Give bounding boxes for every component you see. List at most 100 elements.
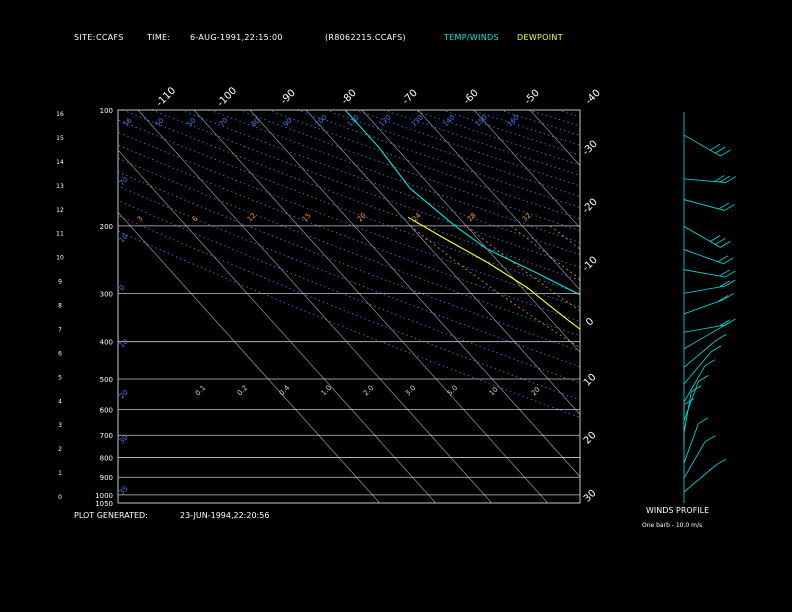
wind-barb-flag (698, 417, 709, 425)
wind-barb-shaft (683, 134, 721, 157)
time-value: 6-AUG-1991,22:15:00 (190, 33, 283, 42)
mixing-ratio-line (510, 225, 580, 280)
dry-adiabat-line (118, 200, 580, 384)
wind-barb (683, 359, 716, 403)
wind-barb-flag (724, 204, 735, 211)
site-value: CCAFS (96, 33, 124, 42)
isotherm-line (417, 110, 580, 291)
adiabat-label: 56 (122, 116, 134, 128)
wind-barb-flag (723, 293, 734, 300)
height-tick-label: 13 (56, 183, 64, 190)
legend-temp-winds: TEMP/WINDS (444, 33, 499, 42)
height-tick-label: 6 (58, 350, 62, 357)
dry-adiabat-line (528, 110, 580, 127)
mixing-ratio-label: 20 (356, 211, 368, 223)
mixing-ratio-label: 6 (191, 214, 200, 223)
site-label: SITE: (74, 33, 96, 42)
pressure-tick-label: 600 (100, 406, 113, 414)
wind-barb (683, 385, 702, 434)
adiabat-label: 10 (118, 232, 130, 244)
wind-barb-flag (723, 257, 734, 265)
mixing-ratio-label: 12 (246, 211, 258, 223)
winds-profile (683, 112, 737, 503)
dry-adiabat-line (354, 110, 580, 187)
pressure-tick-label: 100 (100, 107, 113, 115)
wind-barb (683, 279, 736, 294)
adiabat-label: 160 (506, 113, 521, 128)
mixing-ratio-label: 2.0 (362, 384, 376, 398)
wind-barb-shaft (683, 423, 699, 464)
pressure-tick-label: 200 (100, 223, 113, 231)
adiabat-label: 70 (218, 116, 230, 128)
height-tick-label: 14 (56, 159, 64, 166)
wind-barb-flag (715, 458, 727, 466)
wind-barb-shaft (683, 269, 726, 278)
wind-barb-flag (704, 359, 716, 367)
plot-generated-value: 23-JUN-1994,22:20:56 (180, 511, 270, 520)
dry-adiabat-line (122, 110, 580, 281)
wind-barb-shaft (683, 365, 706, 403)
dry-adiabat-line (470, 110, 580, 146)
height-tick-label: 3 (58, 422, 62, 429)
dry-adiabat-line (587, 110, 792, 503)
top-isotherm-label: -100 (215, 85, 239, 109)
isotherm-line (586, 110, 792, 503)
wind-barb (683, 435, 716, 479)
isotherm-line (361, 110, 580, 353)
adiabat-label: 10 (118, 337, 130, 349)
mixing-ratio-label: 28 (466, 211, 478, 223)
wind-barb (683, 458, 727, 493)
mixing-ratio-label: 3 (136, 215, 145, 224)
adiabat-label: 100 (314, 113, 329, 128)
height-tick-label: 2 (58, 446, 62, 453)
plot-frame (117, 109, 581, 504)
wind-barb (683, 226, 731, 248)
wind-barb-flag (683, 398, 695, 406)
temperature-line (344, 110, 580, 296)
isotherm-line (754, 110, 792, 503)
right-isotherm-label: -20 (581, 197, 600, 216)
right-isotherm-label: -30 (581, 139, 600, 158)
adiabat-labels: 56 50 50 70 80 90 100 110 120 130 140 150 1607010010… (118, 113, 521, 496)
height-tick-label: 1 (58, 470, 62, 477)
top-isotherm-label: -90 (279, 88, 298, 107)
top-isotherm-label: -50 (523, 88, 542, 107)
adiabat-label: 50 (186, 116, 198, 128)
isobar-lines (118, 109, 580, 504)
wind-barb-flag (718, 202, 730, 210)
time-label: TIME: (147, 33, 171, 42)
adiabat-label: 110 (346, 113, 361, 128)
dry-adiabat-line (151, 110, 580, 268)
wind-barb-shaft (683, 199, 725, 211)
right-isotherm-label: 20 (582, 430, 599, 447)
mixing-ratio-line (466, 225, 580, 312)
mixing-ratio-line (657, 226, 792, 503)
wind-barb-flag (715, 146, 726, 154)
isotherm-line (118, 211, 380, 503)
wind-barb-flag (720, 241, 731, 248)
wind-barb-flag (725, 270, 736, 278)
dry-adiabat-line (118, 131, 580, 308)
wind-barb-shaft (683, 285, 726, 294)
sounding-series (344, 110, 580, 330)
wind-barb-flag (698, 375, 709, 382)
wind-barb-flag (719, 319, 730, 327)
height-tick-label: 4 (58, 398, 62, 405)
top-isotherm-label: -110 (154, 85, 178, 109)
wind-barb (683, 134, 731, 157)
mixing-ratio-label: 20 (530, 385, 542, 397)
wind-barb (683, 334, 727, 368)
dry-adiabat-line (180, 110, 580, 256)
file-id: (R8062215.CCAFS) (325, 33, 406, 42)
pressure-tick-label: 900 (100, 474, 113, 482)
pressure-tick-label: 300 (100, 291, 113, 299)
dry-adiabat-line (118, 144, 580, 322)
wind-barb-shaft (683, 324, 726, 333)
height-tick-label: 0 (58, 494, 62, 501)
wind-barb-flag (715, 334, 727, 341)
wind-barb-shaft (683, 327, 721, 350)
mixing-ratio-label: 32 (521, 211, 533, 223)
